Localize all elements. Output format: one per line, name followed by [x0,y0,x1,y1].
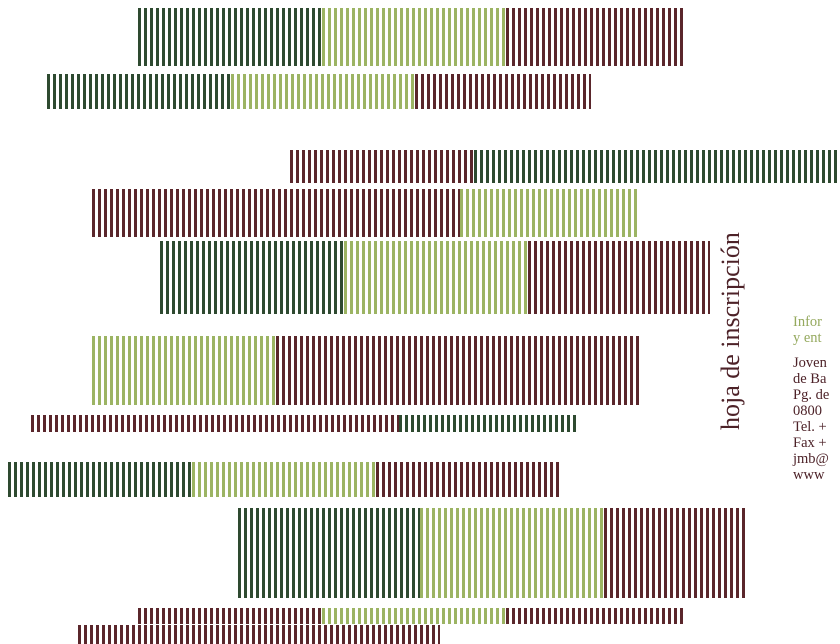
address-line: Fax + [793,435,827,451]
stripe-row [138,8,686,66]
stripe-row [138,608,686,624]
info-header-line: y ent [793,330,822,346]
address-line: de Ba [793,371,827,387]
address-block: Joven de Ba Pg. de 0800 Tel. + Fax + jmb… [793,355,829,483]
stripe-segment-dark-green [474,150,840,183]
stripe-segment-maroon [415,74,591,109]
stripe-row [290,150,840,183]
stripe-row [8,462,560,497]
stripe-segment-maroon [290,150,474,183]
stripe-segment-maroon [376,462,560,497]
stripe-segment-dark-green [138,8,322,66]
info-header: Infor y ent [793,314,829,346]
stripe-row [78,625,440,644]
stripe-segment-maroon [92,189,460,237]
stripe-segment-light-green [322,608,506,624]
stripe-segment-maroon [31,415,399,432]
stripe-row [238,508,748,598]
stripe-row [160,241,710,314]
address-line: www [793,467,825,483]
stripe-segment-dark-green [160,241,344,314]
stripe-segment-dark-green [47,74,231,109]
stripe-segment-light-green [322,8,506,66]
stripe-segment-dark-green [8,462,192,497]
address-line: Pg. de [793,387,830,403]
stripe-row [47,74,591,109]
address-line: 0800 [793,403,822,419]
info-header-line: Infor [793,314,822,330]
stripe-segment-maroon [506,608,686,624]
stripe-segment-light-green [460,189,640,237]
stripe-row [31,415,579,432]
stripe-segment-maroon [604,508,748,598]
address-line: Tel. + [793,419,827,435]
contact-info-block: Infor y ent Joven de Ba Pg. de 0800 Tel.… [793,314,829,483]
stripe-row [92,336,640,405]
stripe-segment-maroon [528,241,710,314]
stripe-segment-light-green [192,462,376,497]
stripe-segment-maroon [78,625,440,644]
address-line: jmb@ [793,451,829,467]
vertical-title: hoja de inscripción [716,232,745,430]
address-line: Joven [793,355,827,371]
stripe-segment-maroon [506,8,686,66]
stripe-segment-dark-green [399,415,579,432]
stripe-segment-maroon [276,336,640,405]
stripe-row [92,189,640,237]
stripe-segment-light-green [231,74,415,109]
stripe-segment-light-green [92,336,276,405]
stripe-segment-dark-green [238,508,420,598]
stripe-segment-light-green [344,241,528,314]
stripe-segment-light-green [420,508,604,598]
stripe-segment-maroon [138,608,322,624]
